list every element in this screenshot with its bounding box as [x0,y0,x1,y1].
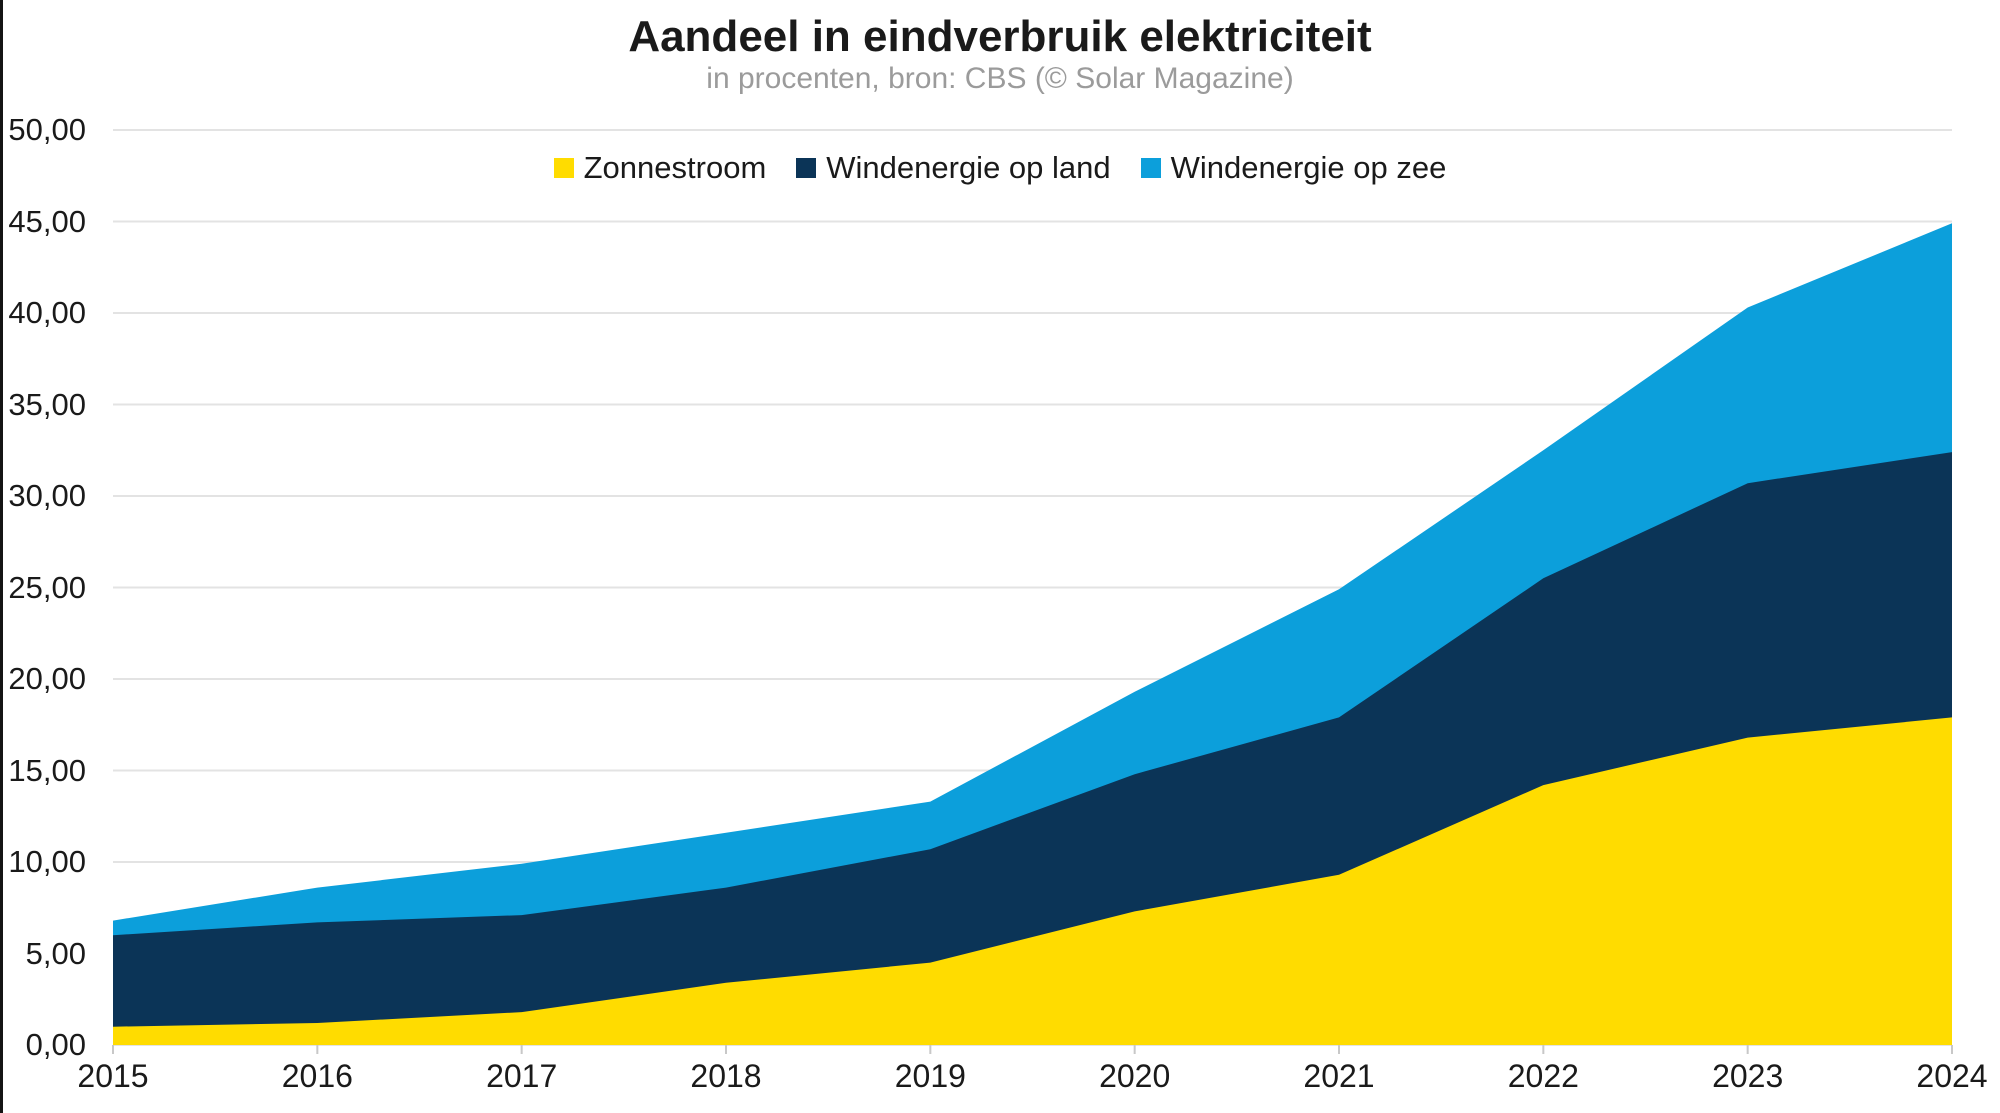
chart-title: Aandeel in eindverbruik elektriciteit [628,12,1372,61]
legend-swatch-icon [1140,158,1161,178]
legend-swatch-icon [553,158,574,178]
y-tick-label: 5,00 [25,935,86,971]
chart-subtitle: in procenten, bron: CBS (© Solar Magazin… [706,62,1294,95]
legend-item-zonnestroom: Zonnestroom [553,150,767,186]
x-tick-label: 2024 [1916,1058,1988,1094]
y-tick-label: 20,00 [8,661,86,696]
y-tick-label: 25,00 [8,569,86,605]
y-tick-label: 10,00 [8,844,86,879]
legend-label: Zonnestroom [583,150,767,185]
y-tick-label: 0,00 [25,1027,86,1062]
x-tick-label: 2019 [894,1058,966,1094]
y-tick-label: 50,00 [8,112,86,147]
x-tick-label: 2023 [1712,1058,1784,1094]
x-tick-label: 2021 [1303,1058,1375,1094]
y-tick-label: 45,00 [8,203,86,239]
x-tick-label: 2018 [690,1058,762,1094]
y-tick-label: 35,00 [8,386,86,422]
area-zonnestroom [113,717,1952,1045]
chart-legend: Zonnestroom Windenergie op land Windenergi… [0,150,2000,186]
x-tick-label: 2017 [486,1058,558,1094]
legend-item-windenergie-op-zee: Windenergie op zee [1140,150,1447,186]
legend-label: Windenergie op zee [1170,150,1447,185]
x-tick-label: 2022 [1507,1058,1579,1094]
x-tick-label: 2016 [281,1058,353,1094]
x-tick-label: 2020 [1099,1058,1171,1094]
legend-swatch-icon [796,158,817,178]
legend-item-windenergie-op-land: Windenergie op land [796,150,1111,186]
y-tick-label: 40,00 [8,295,86,330]
y-tick-label: 15,00 [8,752,86,788]
y-tick-label: 30,00 [8,478,86,513]
legend-label: Windenergie op land [826,150,1111,185]
left-border-line [0,0,3,1113]
x-tick-label: 2015 [77,1058,149,1094]
